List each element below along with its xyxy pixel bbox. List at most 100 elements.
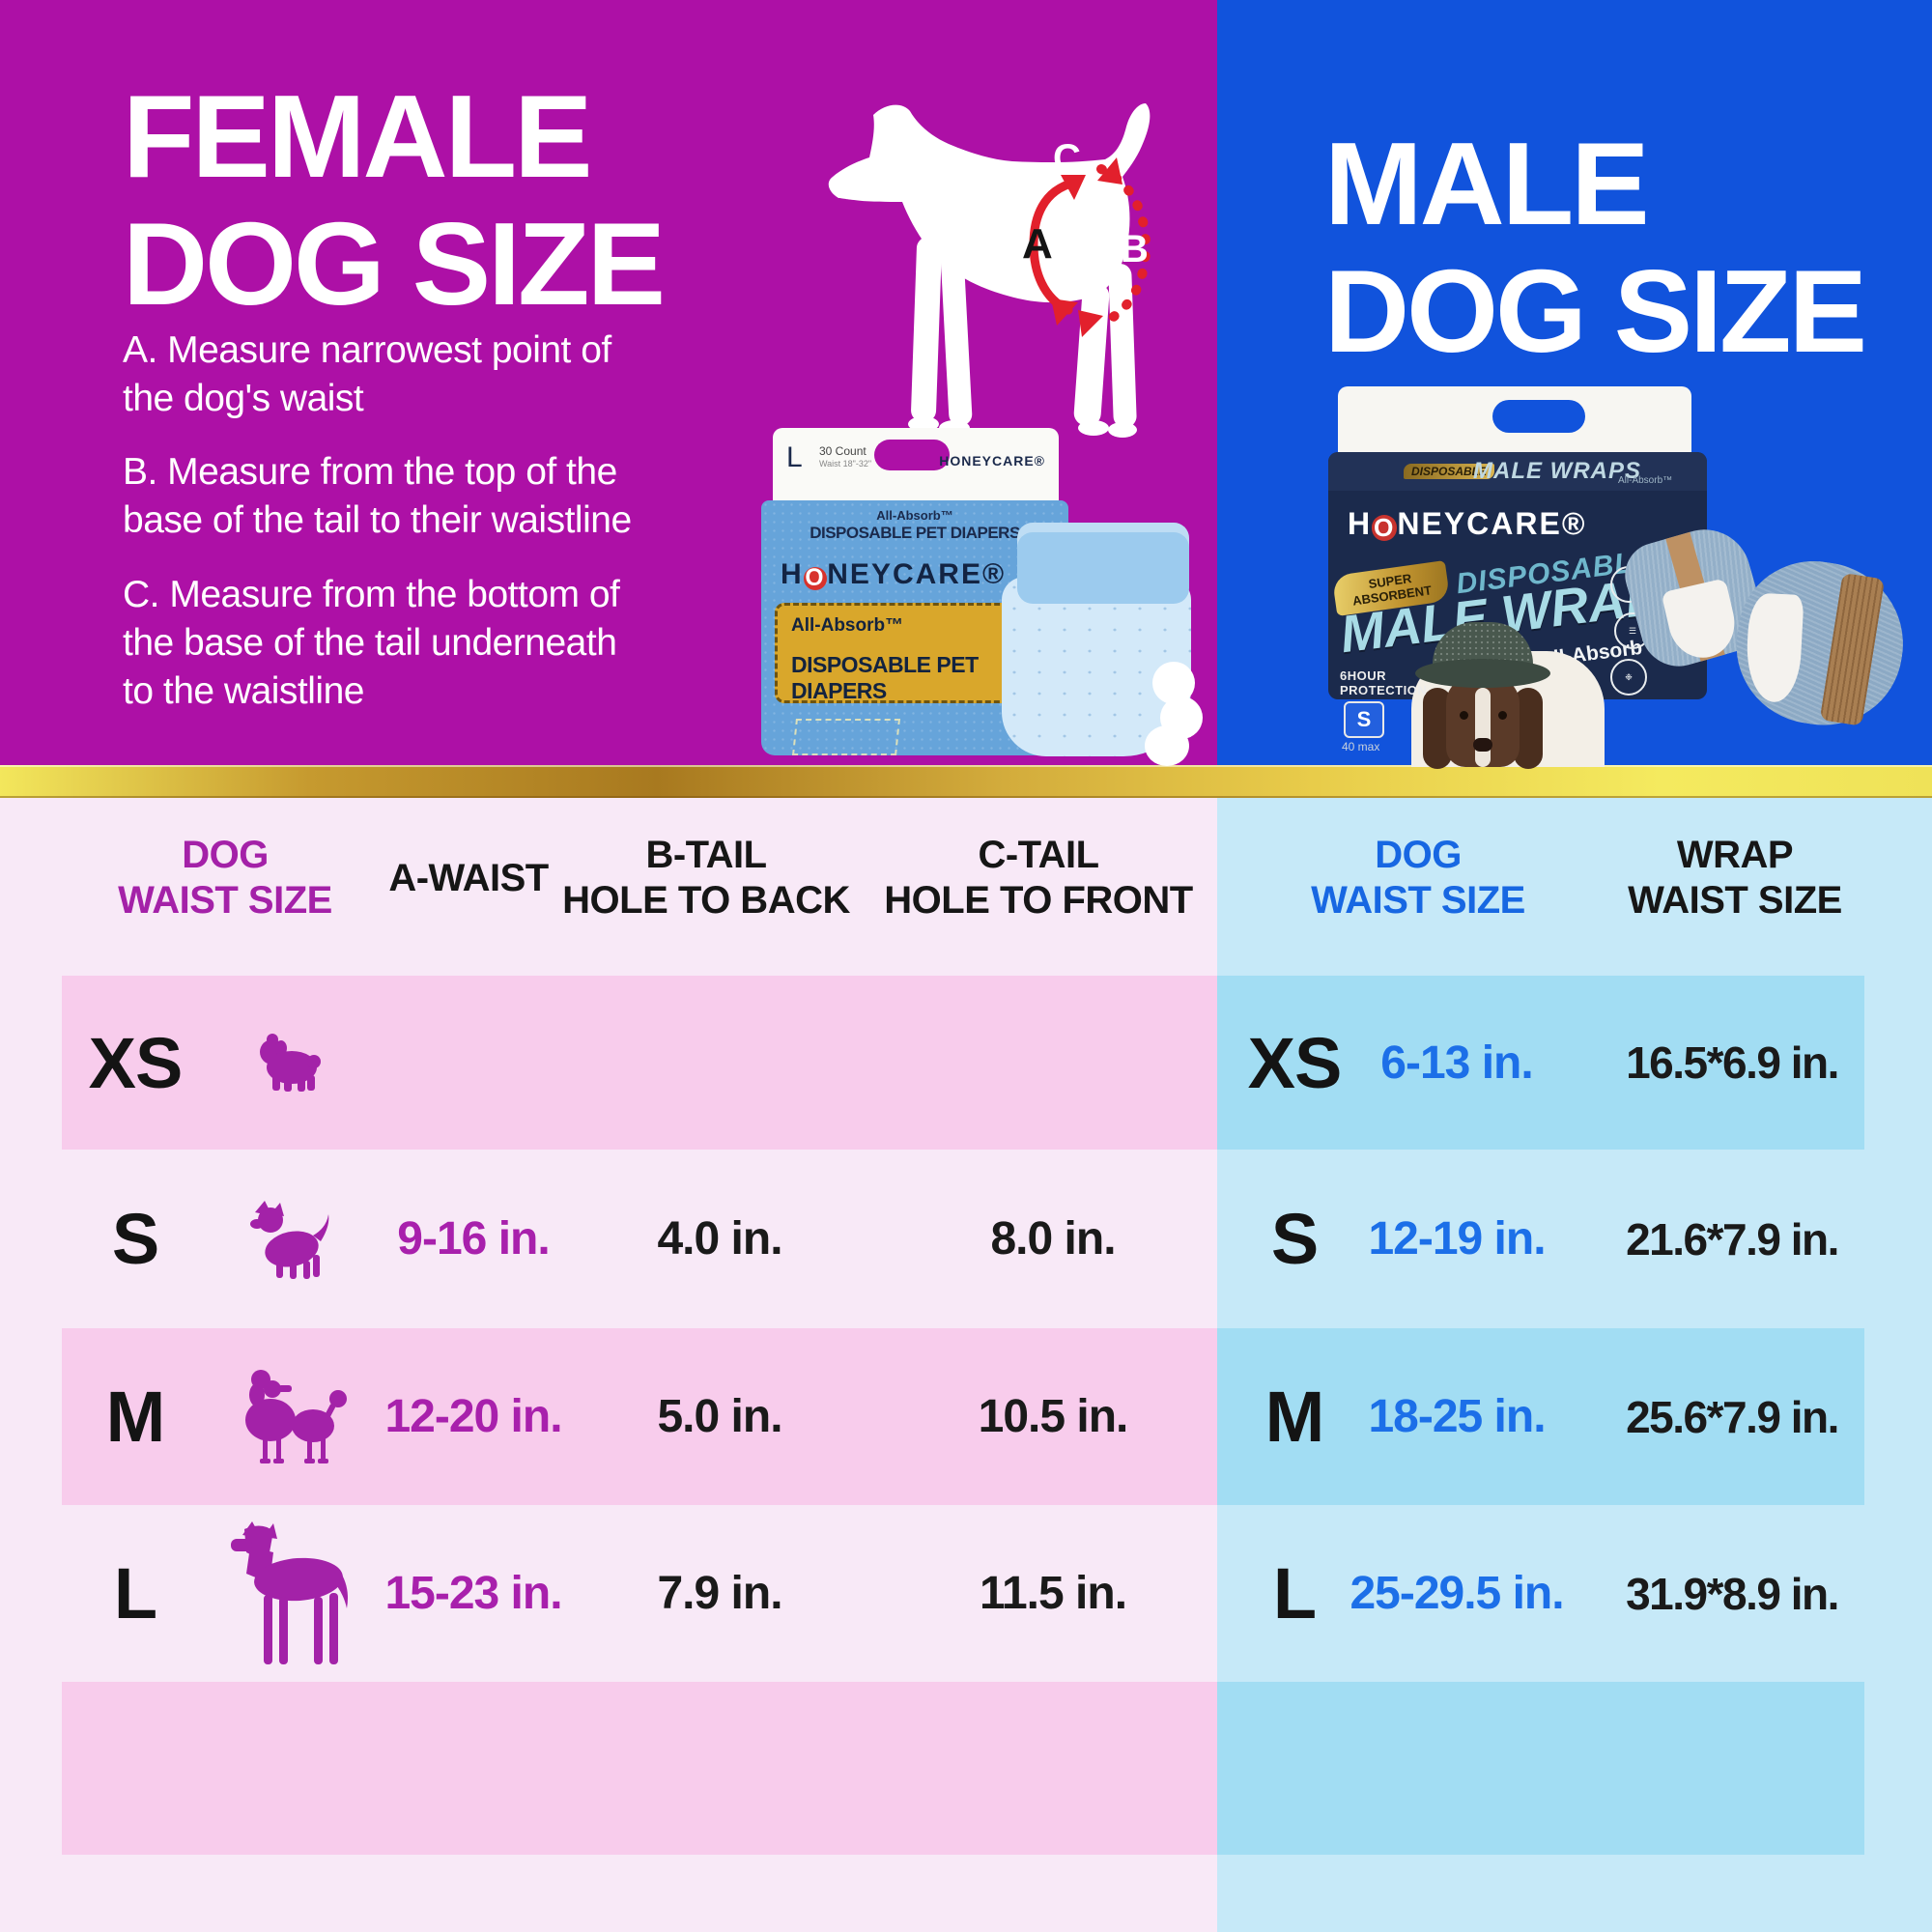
logo-red-o-icon: O: [1372, 513, 1398, 542]
header-line: B-TAIL: [645, 834, 767, 876]
right-header-dog-waist-size: DOG WAIST SIZE: [1244, 833, 1592, 923]
left-row-l-size: L: [113, 1553, 157, 1634]
header-line: DOG: [1375, 834, 1462, 876]
male-title: MALE DOG SIZE: [1324, 118, 1867, 377]
male-title-line1: MALE: [1324, 118, 1650, 249]
diagram-label-b: B: [1121, 228, 1149, 270]
dog-eye-left: [1460, 711, 1468, 720]
instruction-a: A. Measure narrowest point of the dog's …: [123, 327, 611, 423]
right-header-wrap-waist-size: WRAP WAIST SIZE: [1561, 833, 1909, 923]
header-line: WAIST SIZE: [1628, 879, 1842, 922]
logo-red-o-icon: O: [803, 565, 828, 591]
package-handle-cutout: [874, 440, 950, 470]
female-package-size: L: [786, 441, 803, 473]
right-row-m-wrap: 25.6*7.9 in.: [1626, 1391, 1839, 1442]
protection-line1: 6HOUR: [1340, 668, 1387, 683]
male-package-top: [1338, 386, 1691, 454]
female-package-count: 30 Count Waist 18"-32": [819, 445, 871, 470]
left-row-s-c-tail: 8.0 in.: [990, 1213, 1116, 1264]
header-line: WRAP: [1676, 834, 1794, 876]
left-row-m-b-tail: 5.0 in.: [657, 1391, 782, 1442]
right-row-s-size: S: [1270, 1199, 1319, 1279]
waist-measure-arc-solid: [1029, 178, 1079, 315]
right-row-xs-waist: 6-13 in.: [1380, 1037, 1533, 1089]
dog-hat-brim: [1415, 659, 1550, 688]
header-line: C-TAIL: [978, 834, 1099, 876]
package-handle-cutout: [1492, 400, 1585, 433]
label-all-absorb: All-Absorb™: [791, 615, 904, 636]
right-row-l-size: L: [1272, 1553, 1317, 1634]
dog-eye-right: [1498, 711, 1507, 720]
header-line: HOLE TO FRONT: [884, 879, 1193, 922]
dog-photo-blaze: [1475, 688, 1491, 767]
stamp-icon: ❉: [1610, 659, 1647, 696]
fold-male-wraps: MALE WRAPS: [1473, 458, 1641, 484]
logo-h: H: [1348, 506, 1373, 541]
male-package-fold: DISPOSABLE MALE WRAPS All-Absorb™: [1328, 452, 1707, 491]
female-title: FEMALE DOG SIZE: [123, 71, 666, 329]
header-line: HOLE TO BACK: [562, 879, 850, 922]
honeycare-logo: HONEYCARE®: [1348, 506, 1586, 542]
left-row-s-size: S: [111, 1199, 159, 1279]
left-row-xs-b-tail: [575, 976, 865, 1150]
wrap-white-liner: [1661, 578, 1742, 665]
right-row-l-wrap: 31.9*8.9 in.: [1626, 1568, 1839, 1619]
male-package-size-badge: S: [1344, 701, 1384, 738]
dog-l-icon: [211, 1505, 365, 1682]
left-row-xs-c-tail: [898, 976, 1208, 1150]
row-band-m: [62, 1328, 1864, 1505]
count-line2: Waist 18"-32": [819, 459, 872, 469]
female-package-top: L 30 Count Waist 18"-32" HONEYCARE®: [773, 428, 1059, 500]
dog-legs: [908, 237, 1137, 438]
instruction-c: C. Measure from the bottom of the base o…: [123, 571, 620, 716]
protection-line2: PROTECTION: [1340, 683, 1428, 697]
header-line: WAIST SIZE: [118, 879, 332, 922]
dog-measurement-diagram: A C B: [828, 103, 1151, 438]
male-package-count: 40 max: [1342, 740, 1380, 753]
fold-all-absorb: All-Absorb™: [1618, 475, 1673, 486]
diaper-waistband: [1017, 523, 1189, 604]
left-row-xs-size: XS: [88, 1022, 184, 1103]
header-line: WAIST SIZE: [1311, 879, 1525, 922]
female-diaper-product: [1000, 517, 1203, 766]
left-row-s-b-tail: 4.0 in.: [657, 1213, 782, 1264]
wrap-white-liner: [1744, 592, 1804, 704]
instruction-a-line1: A. Measure narrowest point of: [123, 329, 611, 371]
wrap-wood-band: [1819, 572, 1886, 726]
female-title-line2: DOG SIZE: [123, 198, 666, 329]
logo-h: H: [781, 558, 804, 590]
dog-s-icon: [211, 1150, 365, 1328]
arrowheads: [1051, 157, 1122, 337]
left-row-m-size: M: [105, 1377, 166, 1457]
right-row-xs-size: XS: [1247, 1022, 1343, 1103]
female-package-smallprint-1: All-Absorb™: [876, 508, 953, 523]
female-title-line1: FEMALE: [123, 71, 593, 202]
female-package-brand-top: HONEYCARE®: [939, 453, 1045, 469]
left-row-s-a-waist: 9-16 in.: [397, 1213, 550, 1264]
right-row-s-wrap: 21.6*7.9 in.: [1626, 1213, 1839, 1264]
left-header-c-tail: C-TAIL HOLE TO FRONT: [865, 833, 1212, 923]
dog-nose: [1473, 738, 1492, 752]
male-title-line2: DOG SIZE: [1324, 245, 1867, 377]
dog-silhouette: [828, 103, 1151, 303]
instruction-b-line1: B. Measure from the top of the: [123, 451, 617, 493]
right-row-m-size: M: [1264, 1377, 1325, 1457]
logo-rest: NEYCARE®: [827, 558, 1007, 590]
dog-m-poodle-icon: [211, 1328, 365, 1505]
left-row-l-b-tail: 7.9 in.: [657, 1568, 782, 1619]
right-row-xs-wrap: 16.5*6.9 in.: [1626, 1037, 1839, 1088]
diagram-label-a: A: [1022, 220, 1053, 268]
row-band-empty: [62, 1682, 1864, 1855]
instruction-b-line2: base of the tail to their waistline: [123, 499, 632, 541]
left-row-l-a-waist: 15-23 in.: [384, 1568, 562, 1619]
instruction-c-line1: C. Measure from the bottom of: [123, 574, 620, 615]
label-disposable-pet-diapers: DISPOSABLE PET DIAPERS: [791, 652, 979, 703]
instruction-c-line2: the base of the tail underneath: [123, 622, 617, 664]
diagram-label-c: C: [1053, 137, 1081, 180]
row-band-xs: [62, 976, 1864, 1150]
dog-xs-icon: [211, 976, 365, 1150]
logo-rest: NEYCARE®: [1397, 506, 1587, 541]
left-header-a-waist: A-WAIST: [388, 857, 549, 899]
header-line: DOG: [182, 834, 269, 876]
